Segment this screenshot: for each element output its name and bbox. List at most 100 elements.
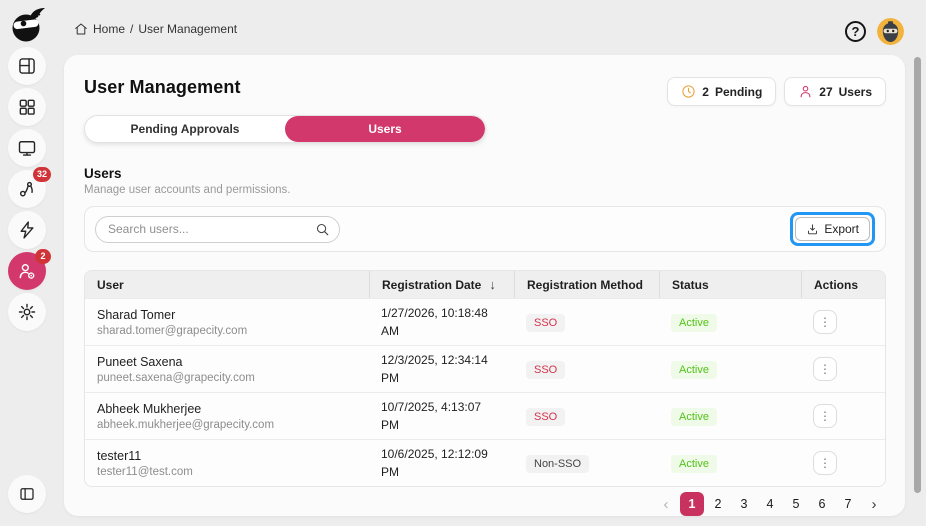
vertical-scrollbar[interactable] xyxy=(914,57,921,493)
export-focus-highlight: Export xyxy=(790,212,875,246)
registration-date: 1/27/2026, 10:18:48 AM xyxy=(381,306,488,338)
lightning-icon xyxy=(17,220,37,240)
row-actions-kebab-button[interactable]: ⋮ xyxy=(813,357,837,381)
registration-date: 10/7/2025, 4:13:07 PM xyxy=(381,400,482,432)
sidebar: 32 2 xyxy=(0,0,56,526)
section-subtitle: Manage user accounts and permissions. xyxy=(84,184,291,196)
user-avatar[interactable] xyxy=(877,18,904,45)
webhook-count-badge: 32 xyxy=(32,167,51,182)
user-email: puneet.saxena@grapecity.com xyxy=(97,371,255,384)
users-table: User Registration Date ↓ Registration Me… xyxy=(84,270,886,487)
sidebar-item-user-management[interactable]: 2 xyxy=(8,249,51,290)
pagination-page-4[interactable]: 4 xyxy=(758,492,782,516)
person-icon xyxy=(798,84,813,99)
pagination-page-1[interactable]: 1 xyxy=(680,492,704,516)
user-name: tester11 xyxy=(97,448,142,463)
panel-collapse-icon xyxy=(18,485,36,503)
sidebar-item-monitor[interactable] xyxy=(8,129,46,167)
page-title: User Management xyxy=(84,77,241,97)
row-actions-kebab-button[interactable]: ⋮ xyxy=(813,310,837,334)
method-pill: Non-SSO xyxy=(526,454,590,473)
table-row: Abheek Mukherjee abheek.mukherjee@grapec… xyxy=(85,392,885,439)
kebab-menu-icon: ⋮ xyxy=(819,315,831,329)
status-badge: Active xyxy=(671,313,717,332)
pending-label: Pending xyxy=(714,84,763,99)
column-header-actions: Actions xyxy=(801,271,885,298)
breadcrumb: Home / User Management xyxy=(74,22,237,36)
user-email: sharad.tomer@grapecity.com xyxy=(97,324,248,337)
user-email: tester11@test.com xyxy=(97,465,193,478)
pagination-page-3[interactable]: 3 xyxy=(732,492,756,516)
topbar-actions: ? xyxy=(845,18,904,45)
kebab-menu-icon: ⋮ xyxy=(819,409,831,423)
sidebar-item-layout[interactable] xyxy=(8,47,46,85)
row-actions-kebab-button[interactable]: ⋮ xyxy=(813,404,837,428)
registration-date: 12/3/2025, 12:34:14 PM xyxy=(381,353,488,385)
user-management-count-badge: 2 xyxy=(35,249,51,264)
breadcrumb-home-link[interactable]: Home xyxy=(93,22,126,36)
user-gear-icon xyxy=(17,261,37,281)
search-icon[interactable] xyxy=(315,222,330,237)
pagination-page-6[interactable]: 6 xyxy=(810,492,834,516)
row-actions-kebab-button[interactable]: ⋮ xyxy=(813,451,837,475)
export-label: Export xyxy=(824,222,859,236)
export-button[interactable]: Export xyxy=(795,217,870,241)
tab-users[interactable]: Users xyxy=(285,116,485,142)
sidebar-item-settings[interactable] xyxy=(8,293,46,331)
table-toolbar: Export xyxy=(84,206,886,252)
question-mark-icon: ? xyxy=(851,24,860,39)
table-row: Sharad Tomer sharad.tomer@grapecity.com … xyxy=(85,298,885,345)
status-badge: Active xyxy=(671,407,717,426)
kebab-menu-icon: ⋮ xyxy=(819,456,831,470)
search-input[interactable] xyxy=(95,215,340,243)
user-management-panel: User Management 2 Pending xyxy=(64,55,905,516)
method-pill: SSO xyxy=(526,360,566,379)
status-badge: Active xyxy=(671,360,717,379)
table-row: Puneet Saxena puneet.saxena@grapecity.co… xyxy=(85,345,885,392)
pagination: ‹ 1 2 3 4 5 6 7 › xyxy=(84,492,886,516)
method-pill: SSO xyxy=(526,313,566,332)
monitor-icon xyxy=(17,138,37,158)
registration-date: 10/6/2025, 12:12:09 PM xyxy=(381,447,488,479)
table-row: tester11 tester11@test.com 10/6/2025, 12… xyxy=(85,439,885,486)
users-count-button[interactable]: 27 Users xyxy=(784,77,886,106)
tab-pending-approvals[interactable]: Pending Approvals xyxy=(85,116,285,142)
header-stat-buttons: 2 Pending 27 Users xyxy=(667,77,886,106)
pending-count: 2 xyxy=(702,84,709,99)
table-header-row: User Registration Date ↓ Registration Me… xyxy=(85,271,885,298)
tab-switcher: Pending Approvals Users xyxy=(84,115,486,143)
app-logo-ninja-icon xyxy=(7,5,47,45)
sort-descending-icon: ↓ xyxy=(489,277,496,292)
layout-panel-icon xyxy=(17,56,37,76)
gear-icon xyxy=(17,302,37,322)
pagination-prev-button[interactable]: ‹ xyxy=(654,492,678,516)
home-icon xyxy=(74,22,88,36)
search-box xyxy=(95,215,340,243)
sidebar-item-webhooks[interactable]: 32 xyxy=(8,167,51,208)
column-header-registration-date[interactable]: Registration Date ↓ xyxy=(369,271,514,298)
help-button[interactable]: ? xyxy=(845,21,866,42)
users-count: 27 xyxy=(819,84,833,99)
users-label: Users xyxy=(838,84,872,99)
pagination-page-7[interactable]: 7 xyxy=(836,492,860,516)
column-header-date-label: Registration Date xyxy=(382,277,482,292)
column-header-registration-method: Registration Method xyxy=(514,271,659,298)
user-name: Abheek Mukherjee xyxy=(97,401,202,416)
pending-count-button[interactable]: 2 Pending xyxy=(667,77,777,106)
sidebar-item-automation[interactable] xyxy=(8,211,46,249)
pagination-page-5[interactable]: 5 xyxy=(784,492,808,516)
section-title: Users xyxy=(84,166,122,181)
user-email: abheek.mukherjee@grapecity.com xyxy=(97,418,275,431)
sidebar-collapse-button[interactable] xyxy=(8,475,46,513)
kebab-menu-icon: ⋮ xyxy=(819,362,831,376)
download-icon xyxy=(806,223,819,236)
breadcrumb-current: User Management xyxy=(138,22,238,36)
breadcrumb-separator: / xyxy=(130,22,134,36)
apps-grid-icon xyxy=(17,97,37,117)
sidebar-item-dashboard[interactable] xyxy=(8,88,46,126)
column-header-user: User xyxy=(97,277,124,292)
sidebar-nav: 32 2 xyxy=(8,47,51,331)
clock-icon xyxy=(681,84,696,99)
pagination-next-button[interactable]: › xyxy=(862,492,886,516)
pagination-page-2[interactable]: 2 xyxy=(706,492,730,516)
